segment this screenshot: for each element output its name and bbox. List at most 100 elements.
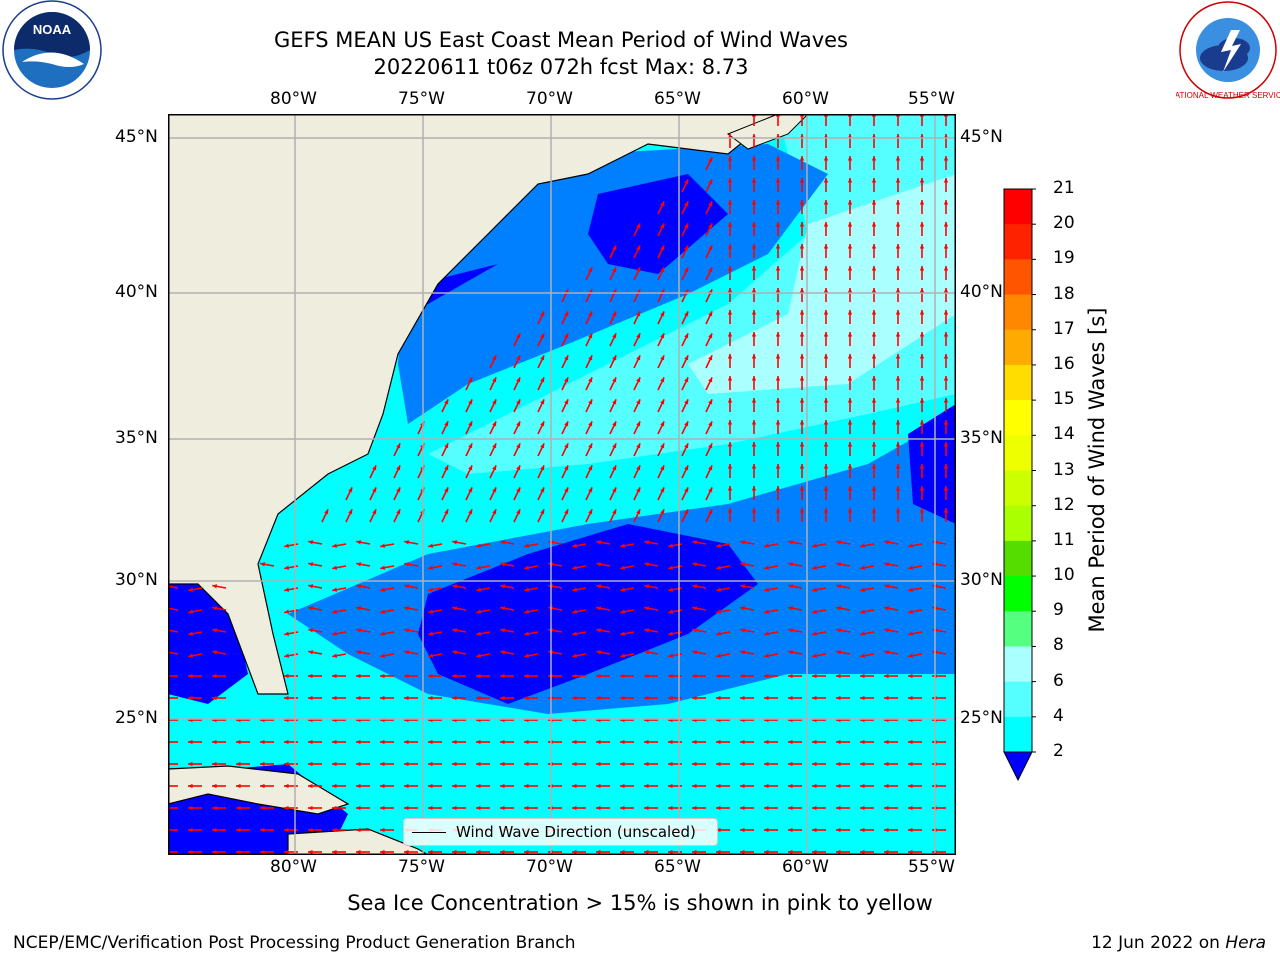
- field-band-8-9: [688, 174, 956, 394]
- wave-arrow-head: [212, 673, 217, 679]
- wave-arrow-head: [236, 805, 241, 811]
- wave-arrow-head: [895, 376, 901, 381]
- wave-arrow-head: [775, 222, 781, 227]
- wave-arrow-head: [636, 399, 641, 405]
- wave-arrow-head: [836, 805, 841, 811]
- wave-arrow-head: [636, 487, 641, 493]
- wave-arrow-head: [799, 222, 805, 227]
- wave-arrow-head: [799, 354, 805, 359]
- wave-arrow-head: [596, 584, 602, 589]
- wave-arrow-head: [620, 609, 626, 614]
- wave-arrow-head: [684, 179, 689, 185]
- wave-arrow-head: [284, 543, 290, 548]
- wave-arrow-head: [596, 650, 602, 655]
- wave-arrow-head: [775, 178, 781, 183]
- wave-arrow-head: [428, 695, 433, 701]
- wave-arrow-head: [847, 310, 853, 315]
- wave-arrow-head: [260, 761, 265, 767]
- wave-arrow-head: [727, 398, 733, 403]
- wave-arrow-head: [692, 540, 698, 545]
- wave-arrow-head: [212, 650, 218, 655]
- wave-arrow-head: [764, 609, 770, 614]
- lon-label-bottom-55w: 55°W: [908, 857, 955, 877]
- wave-arrow-head: [764, 673, 769, 679]
- wave-arrow-head: [620, 783, 625, 789]
- wave-arrow-head: [308, 540, 314, 545]
- wave-arrow-head: [188, 805, 193, 811]
- wave-arrow-head: [799, 200, 805, 205]
- wave-arrow-head: [764, 631, 770, 636]
- wave-arrow-head: [620, 543, 626, 548]
- field-band-lt2-east: [908, 404, 956, 524]
- lat-label-left-25n: 25°N: [115, 708, 158, 728]
- wave-arrow-head: [596, 628, 602, 633]
- wave-arrow-head: [692, 673, 697, 679]
- wave-arrow-head: [308, 584, 314, 589]
- colorbar-segment: [1004, 189, 1032, 225]
- wave-arrow-head: [708, 223, 713, 229]
- wave-arrow-head: [788, 783, 793, 789]
- wave-arrow-head: [919, 420, 925, 425]
- wave-arrow-head: [751, 354, 757, 359]
- wave-arrow-head: [836, 695, 841, 701]
- colorbar-segment: [1004, 329, 1032, 366]
- wave-arrow-head: [380, 761, 385, 767]
- wave-arrow-head: [308, 761, 313, 767]
- wave-arrow-head: [751, 398, 757, 403]
- noaa-logo: NOAA: [2, 0, 102, 100]
- wave-arrow-head: [260, 562, 266, 567]
- wave-arrow-head: [404, 739, 409, 745]
- wave-arrow-head: [636, 509, 641, 515]
- gridlines: [168, 114, 956, 855]
- wave-arrow-head: [356, 805, 361, 811]
- wave-arrow-head: [572, 653, 578, 658]
- wave-arrow-head: [500, 562, 506, 567]
- wave-arrow-head: [943, 156, 949, 161]
- wave-arrow-head: [564, 399, 569, 405]
- wave-arrow-head: [860, 609, 866, 614]
- wave-arrow-head: [452, 650, 458, 655]
- wave-arrow-head: [943, 200, 949, 205]
- wave-arrow-head: [404, 849, 409, 855]
- wave-arrow-head: [727, 266, 733, 271]
- wave-arrow-head: [660, 377, 665, 383]
- wave-arrow-head: [620, 695, 625, 701]
- wave-arrow-head: [188, 653, 194, 658]
- wave-arrow-head: [620, 849, 625, 855]
- wave-arrow-head: [428, 739, 433, 745]
- wave-arrow-head: [332, 761, 337, 767]
- wave-arrow-head: [452, 739, 457, 745]
- wave-arrow-head: [308, 606, 314, 611]
- wave-arrow-head: [380, 587, 386, 592]
- wave-arrow-head: [708, 487, 713, 493]
- wave-arrow-head: [188, 761, 193, 767]
- wave-arrow-head: [799, 376, 805, 381]
- wave-arrow-head: [332, 673, 337, 679]
- wave-arrow-head: [799, 178, 805, 183]
- map-panel: [168, 114, 956, 855]
- wave-arrow-head: [847, 244, 853, 249]
- wave-arrow-head: [644, 562, 650, 567]
- wave-arrow-head: [572, 631, 578, 636]
- wave-arrow-head: [356, 739, 361, 745]
- wave-arrow-head: [524, 739, 529, 745]
- wave-arrow-head: [620, 761, 625, 767]
- wave-arrow-head: [572, 565, 578, 570]
- wave-arrow-head: [284, 827, 289, 833]
- wave-arrow-head: [812, 631, 818, 636]
- wave-arrow-head: [260, 827, 265, 833]
- colorbar-segment: [1004, 435, 1032, 471]
- wave-arrow-head: [812, 543, 818, 548]
- wave-arrow-head: [740, 540, 746, 545]
- wave-arrow-head: [564, 311, 569, 317]
- wave-arrow-head: [516, 355, 521, 361]
- wave-arrow-head: [884, 673, 889, 679]
- wave-arrow-head: [572, 543, 578, 548]
- wave-arrow-head: [332, 631, 338, 636]
- wave-arrow-head: [812, 805, 817, 811]
- wave-arrow-head: [644, 650, 650, 655]
- wave-arrow-head: [860, 631, 866, 636]
- wave-arrow-head: [372, 509, 377, 515]
- wave-arrow-head: [540, 443, 545, 449]
- wave-arrow-head: [684, 223, 689, 229]
